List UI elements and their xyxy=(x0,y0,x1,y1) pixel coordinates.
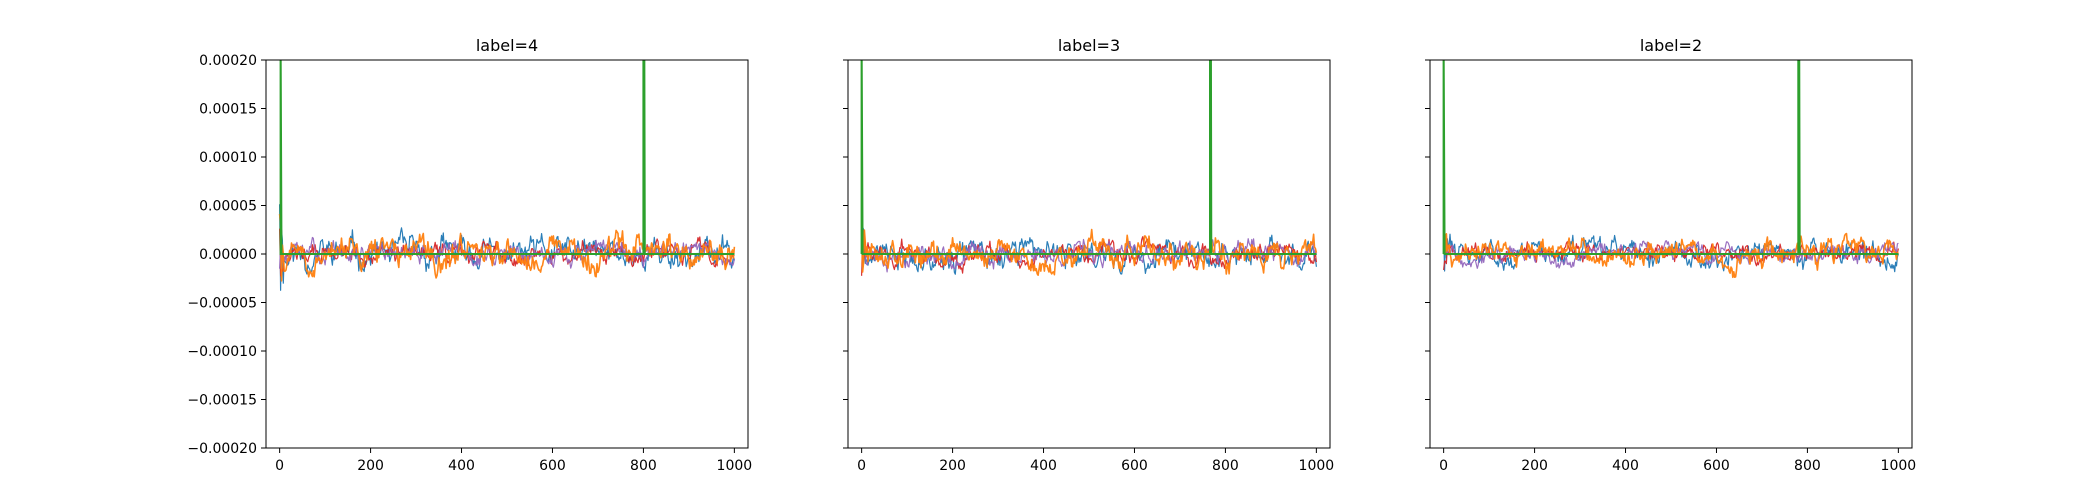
x-tick-label: 600 xyxy=(539,458,566,474)
spike-series-line xyxy=(1442,60,1899,255)
series-layer-1 xyxy=(278,60,736,291)
spike-series-line xyxy=(860,60,1317,255)
x-tick-label: 200 xyxy=(357,458,384,474)
y-tick-label: 0.00015 xyxy=(199,102,257,118)
y-tick-label: 0.00005 xyxy=(199,199,257,215)
x-tick-label: 0 xyxy=(275,458,284,474)
x-tick-label: 600 xyxy=(1703,458,1730,474)
subplot-2: label=3 0 200 400 600 800 1000 xyxy=(843,36,1334,474)
x-tick-label: 400 xyxy=(1030,458,1057,474)
series-line-4 xyxy=(860,228,1318,277)
y-tick-label: −0.00015 xyxy=(187,393,257,409)
spike-series-line xyxy=(279,60,735,255)
x-tick-label: 600 xyxy=(1121,458,1148,474)
x-tick-label: 800 xyxy=(1794,458,1821,474)
x-tick-label: 400 xyxy=(448,458,475,474)
subplot-title-1: label=4 xyxy=(476,36,538,55)
subplot-title-2: label=3 xyxy=(1058,36,1120,55)
series-layer-2 xyxy=(860,60,1318,277)
x-tick-label: 0 xyxy=(857,458,866,474)
x-tick-label: 800 xyxy=(630,458,657,474)
x-axis-ticks-2: 0 200 400 600 800 1000 xyxy=(857,448,1334,474)
subplot-1: label=4 0 200 400 600 800 1000 −0.00020−0.000… xyxy=(187,36,752,474)
x-axis-ticks-1: 0 200 400 600 800 1000 xyxy=(275,448,752,474)
x-tick-label: 800 xyxy=(1212,458,1239,474)
y-tick-label: 0.00000 xyxy=(199,247,257,263)
series-layer-3 xyxy=(1442,60,1900,279)
y-tick-label: −0.00005 xyxy=(187,296,257,312)
x-tick-label: 1000 xyxy=(1881,458,1917,474)
y-axis-ticks-1: −0.00020 −0.00015 −0.00010 −0.00005 0.00000 0… xyxy=(187,53,266,457)
y-tick-label: 0.00020 xyxy=(199,53,257,69)
y-axis-ticks-2 xyxy=(843,59,848,449)
x-tick-label: 400 xyxy=(1612,458,1639,474)
x-axis-ticks-3: 0 200 400 600 800 1000 xyxy=(1439,448,1916,474)
x-tick-label: 200 xyxy=(939,458,966,474)
x-tick-label: 200 xyxy=(1521,458,1548,474)
y-tick-label: −0.00020 xyxy=(187,441,257,457)
y-tick-label: 0.00010 xyxy=(199,150,257,166)
y-tick-label: −0.00010 xyxy=(187,344,257,360)
x-tick-label: 1000 xyxy=(717,458,753,474)
subplot-3: label=2 0 200 400 600 800 1000 xyxy=(1425,36,1916,474)
y-axis-ticks-3 xyxy=(1425,59,1430,449)
x-tick-label: 1000 xyxy=(1299,458,1335,474)
series-line-4 xyxy=(278,214,736,282)
subplot-title-3: label=2 xyxy=(1640,36,1702,55)
x-tick-label: 0 xyxy=(1439,458,1448,474)
